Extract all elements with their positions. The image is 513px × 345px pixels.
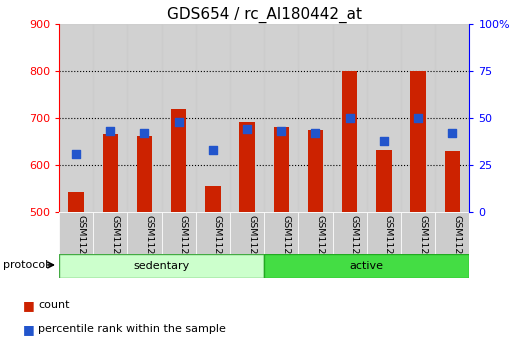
Bar <box>59 24 93 212</box>
Text: GSM11215: GSM11215 <box>247 216 256 267</box>
Bar <box>127 212 162 254</box>
Text: GSM11212: GSM11212 <box>145 216 153 267</box>
Point <box>209 147 217 153</box>
Bar <box>59 254 264 278</box>
Text: GSM11205: GSM11205 <box>315 216 325 267</box>
Bar <box>171 109 186 212</box>
Bar <box>59 212 93 254</box>
Bar <box>445 151 460 212</box>
Bar <box>264 254 469 278</box>
Text: count: count <box>38 300 70 310</box>
Text: GSM11210: GSM11210 <box>76 216 85 267</box>
Bar <box>435 212 469 254</box>
Bar <box>205 186 221 212</box>
Bar <box>308 130 323 212</box>
Point <box>448 130 457 136</box>
Text: GSM11214: GSM11214 <box>213 216 222 267</box>
Bar <box>264 212 299 254</box>
Bar <box>127 24 162 212</box>
Point <box>243 127 251 132</box>
Point <box>141 130 149 136</box>
Bar <box>435 24 469 212</box>
Point <box>277 129 285 134</box>
Bar <box>240 122 255 212</box>
Text: GSM11211: GSM11211 <box>110 216 120 267</box>
Bar <box>332 212 367 254</box>
Bar <box>299 212 332 254</box>
Point <box>72 151 80 157</box>
Text: percentile rank within the sample: percentile rank within the sample <box>38 325 226 334</box>
Bar <box>230 24 264 212</box>
Text: ■: ■ <box>23 323 35 336</box>
Text: protocol: protocol <box>3 260 48 270</box>
Point <box>380 138 388 144</box>
Text: GSM11209: GSM11209 <box>452 216 461 267</box>
Point <box>106 129 114 134</box>
Point <box>346 115 354 121</box>
Bar <box>401 24 435 212</box>
Bar <box>162 24 196 212</box>
Bar <box>264 24 299 212</box>
Text: ■: ■ <box>23 299 35 312</box>
Bar <box>367 24 401 212</box>
Text: GSM11208: GSM11208 <box>418 216 427 267</box>
Text: GSM11213: GSM11213 <box>179 216 188 267</box>
Title: GDS654 / rc_AI180442_at: GDS654 / rc_AI180442_at <box>167 7 362 23</box>
Text: GSM11204: GSM11204 <box>281 216 290 267</box>
Bar <box>93 212 127 254</box>
Bar <box>299 24 332 212</box>
Point <box>174 119 183 125</box>
Bar <box>273 127 289 212</box>
Bar <box>376 150 391 212</box>
Point <box>311 130 320 136</box>
Bar <box>342 71 358 212</box>
Bar <box>196 212 230 254</box>
Text: GSM11206: GSM11206 <box>350 216 359 267</box>
Bar <box>103 134 118 212</box>
Bar <box>93 24 127 212</box>
Bar <box>68 192 84 212</box>
Text: sedentary: sedentary <box>133 261 190 270</box>
Bar <box>196 24 230 212</box>
Bar <box>137 136 152 212</box>
Point <box>414 115 422 121</box>
Bar <box>410 71 426 212</box>
Bar <box>230 212 264 254</box>
Bar <box>162 212 196 254</box>
Bar <box>367 212 401 254</box>
Bar <box>332 24 367 212</box>
Text: GSM11207: GSM11207 <box>384 216 393 267</box>
Text: active: active <box>350 261 384 270</box>
Bar <box>401 212 435 254</box>
